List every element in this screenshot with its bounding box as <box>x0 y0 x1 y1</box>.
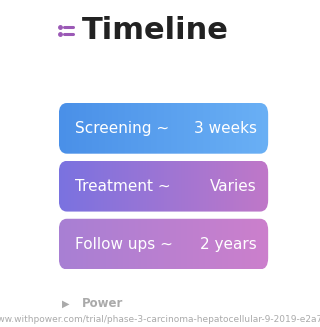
Text: www.withpower.com/trial/phase-3-carcinoma-hepatocellular-9-2019-e2a7e: www.withpower.com/trial/phase-3-carcinom… <box>0 315 320 324</box>
FancyBboxPatch shape <box>59 219 268 269</box>
FancyBboxPatch shape <box>59 161 268 212</box>
Text: Follow ups ~: Follow ups ~ <box>75 237 173 251</box>
Text: ▶: ▶ <box>62 299 69 308</box>
Text: Screening ~: Screening ~ <box>75 121 169 136</box>
Text: Varies: Varies <box>210 179 257 194</box>
Text: 2 years: 2 years <box>200 237 257 251</box>
Text: Treatment ~: Treatment ~ <box>75 179 171 194</box>
Text: 3 weeks: 3 weeks <box>194 121 257 136</box>
Text: Power: Power <box>82 297 123 310</box>
FancyBboxPatch shape <box>59 103 268 154</box>
Text: Timeline: Timeline <box>82 16 228 45</box>
